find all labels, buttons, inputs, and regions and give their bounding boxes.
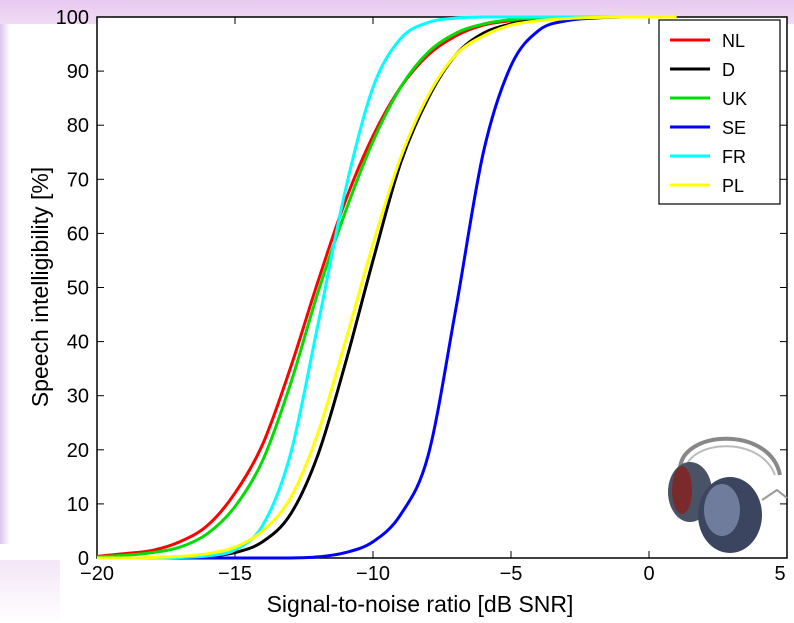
legend-label: FR: [722, 147, 746, 167]
legend-box: [658, 19, 781, 205]
series-group: [96, 15, 677, 560]
x-axis-label: Signal-to-noise ratio [dB SNR]: [267, 591, 574, 617]
y-tick-label: 80: [67, 115, 89, 137]
x-tick-label: −15: [218, 563, 252, 585]
legend-label: PL: [722, 176, 744, 196]
x-tick-label: 5: [774, 563, 785, 585]
legend-label: UK: [722, 89, 747, 109]
x-tick-label: 0: [643, 563, 654, 585]
headphones-icon: [668, 436, 788, 553]
y-tick-label: 100: [56, 7, 89, 29]
legend-label: SE: [722, 118, 746, 138]
series-line-pl: [97, 15, 677, 560]
legend: NL D UK SE FR PL: [658, 19, 781, 205]
y-axis-label: Speech intelligibility [%]: [27, 167, 53, 407]
y-tick-label: 70: [67, 169, 89, 191]
y-tick-label: 40: [67, 332, 89, 354]
bottom-accent: [0, 560, 60, 623]
x-tick-label: −5: [500, 563, 523, 585]
y-tick-label: 30: [67, 386, 89, 408]
y-tick-label: 90: [67, 61, 89, 83]
legend-label: D: [722, 60, 735, 80]
x-tick-label: −10: [356, 563, 390, 585]
x-tick-label: −20: [80, 563, 114, 585]
y-tick-label: 60: [67, 223, 89, 245]
y-tick-label: 10: [67, 494, 89, 516]
y-tick-label: 20: [67, 440, 89, 462]
y-tick-label: 50: [67, 278, 89, 300]
left-accent: [0, 24, 10, 544]
y-tick-label: 0: [78, 548, 89, 570]
legend-label: NL: [722, 31, 745, 51]
